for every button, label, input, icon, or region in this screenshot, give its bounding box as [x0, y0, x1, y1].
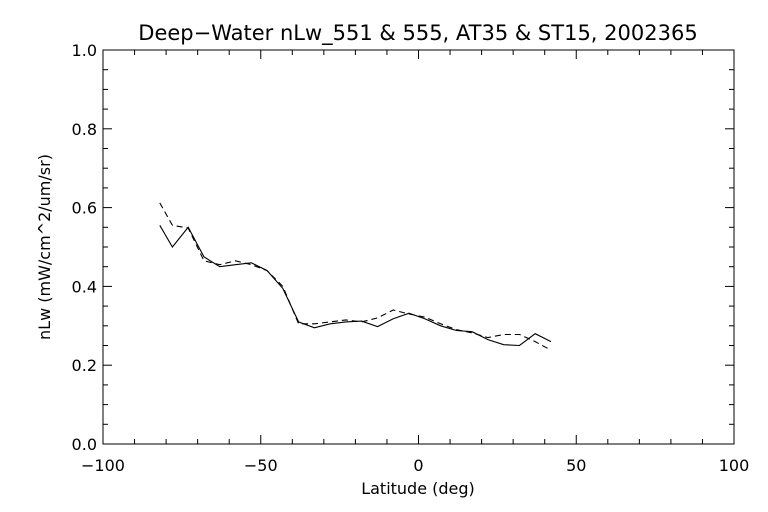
chart-title: Deep−Water nLw_551 & 555, AT35 & ST15, 2…	[138, 21, 697, 46]
series-group	[159, 202, 552, 351]
series-line-solid	[159, 225, 552, 347]
x-axis-label: Latitude (deg)	[361, 479, 475, 498]
x-tick-label: 100	[719, 456, 750, 475]
axis-ticks	[102, 49, 735, 445]
y-tick-label: 0.0	[72, 435, 97, 454]
series-line-dashed	[159, 202, 552, 351]
tick-labels: −100 −50 0 50 100 0.0 0.2 0.4 0.6 0.8 1.0	[72, 41, 750, 475]
x-tick-label: −100	[81, 456, 125, 475]
y-tick-label: 0.4	[72, 277, 97, 296]
y-tick-label: 0.8	[72, 120, 97, 139]
y-tick-label: 1.0	[72, 41, 97, 60]
y-axis-label: nLw (mW/cm^2/um/sr)	[35, 154, 54, 340]
y-tick-label: 0.6	[72, 199, 97, 218]
y-tick-label: 0.2	[72, 356, 97, 375]
x-tick-label: 50	[566, 456, 586, 475]
x-tick-label: 0	[413, 456, 423, 475]
x-tick-label: −50	[244, 456, 278, 475]
